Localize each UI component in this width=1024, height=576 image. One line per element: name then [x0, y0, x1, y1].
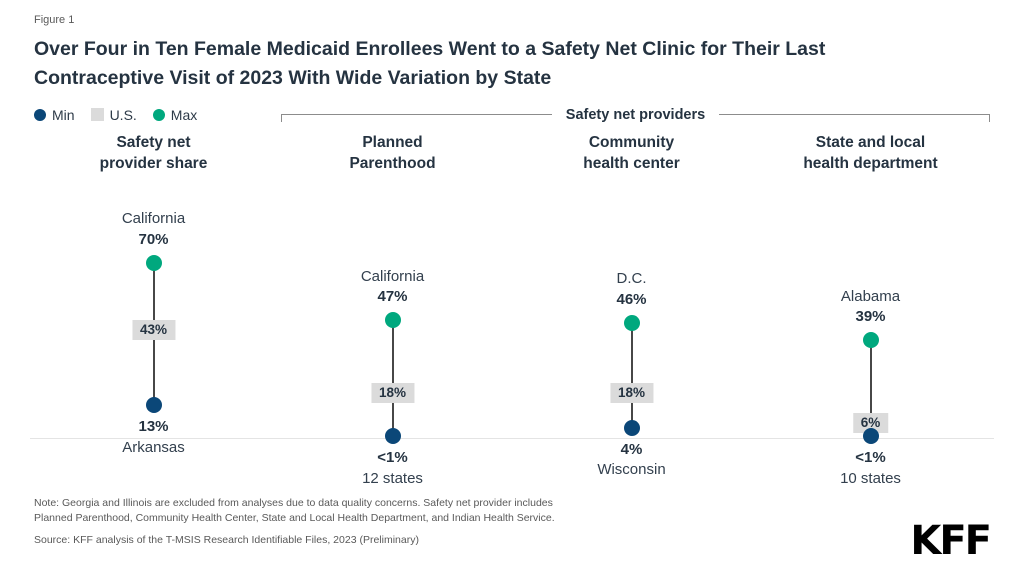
min-value-label: <1%	[377, 449, 408, 467]
max-label: California 47%	[361, 267, 424, 308]
us-value-badge: 18%	[609, 382, 654, 403]
group-bracket: Safety net providers	[273, 106, 991, 123]
us-value-badge: 43%	[131, 320, 176, 340]
range-line	[869, 340, 872, 437]
max-dot	[384, 312, 401, 328]
legend-item-max: Max	[152, 106, 198, 123]
figure-label: Figure 1	[34, 14, 75, 26]
us-value-badge: 6%	[852, 412, 889, 433]
max-value-label: 70%	[138, 230, 169, 248]
column-plot: D.C. 46% 18% 4% Wisconsin	[567, 198, 697, 478]
min-label: <1% 12 states	[362, 448, 423, 489]
column-header-line: Parenthood	[349, 155, 436, 173]
bracket-line-left	[281, 113, 552, 122]
range-line	[630, 322, 633, 428]
chart-column: Community health center D.C. 46% 18% 4% Wiscon…	[512, 132, 751, 479]
legend: Min U.S. Max	[34, 107, 273, 123]
min-label: <1% 10 states	[840, 448, 901, 489]
min-sublabel: 12 states	[362, 469, 423, 487]
chart-row: Safety net provider share California 70% 43%…	[30, 132, 994, 487]
min-dot-icon	[34, 108, 46, 121]
us-value-badge: 18%	[370, 382, 415, 403]
column-header-line: health department	[803, 155, 938, 173]
column-header-line: Community	[588, 133, 675, 151]
column-header: State and local health department	[803, 132, 937, 188]
legend-item-us: U.S.	[90, 106, 137, 123]
min-dot	[862, 428, 879, 445]
legend-min-label: Min	[52, 106, 75, 123]
footnotes: Note: Georgia and Illinois are excluded …	[34, 496, 579, 549]
legend-us-label: U.S.	[109, 106, 137, 123]
column-header-line: Safety net	[116, 133, 191, 151]
min-value-label: 4%	[620, 440, 643, 458]
max-dot	[623, 314, 640, 331]
min-label: 13% Arkansas	[122, 417, 185, 458]
max-state-label: California	[360, 267, 425, 285]
min-dot	[384, 428, 401, 445]
zero-baseline	[30, 437, 994, 439]
min-sublabel: Wisconsin	[597, 461, 666, 479]
min-value-label: 13%	[138, 418, 169, 435]
legend-row: Min U.S. Max Safety net providers	[34, 102, 991, 128]
chart-column: State and local health department Alabama 3…	[751, 132, 990, 487]
max-state-label: Alabama	[840, 287, 901, 305]
source-text: Source: KFF analysis of the T-MSIS Resea…	[34, 533, 419, 546]
max-dot	[862, 332, 879, 348]
min-value-label: <1%	[855, 449, 886, 467]
max-label: D.C. 46%	[616, 269, 646, 310]
chart-column: Planned Parenthood California 47% 18% <1% 12 s…	[273, 132, 512, 487]
min-sublabel: 10 states	[840, 469, 901, 487]
column-header-line: health center	[583, 155, 680, 173]
column-header: Community health center	[583, 132, 679, 188]
max-state-label: California	[121, 210, 186, 228]
column-header-line: State and local	[815, 133, 926, 151]
bracket-label: Safety net providers	[565, 106, 706, 123]
range-line	[391, 320, 394, 437]
column-header: Safety net provider share	[100, 132, 208, 188]
column-header: Planned Parenthood	[349, 132, 435, 188]
chart-title: Over Four in Ten Female Medicaid Enrolle…	[34, 38, 826, 90]
bracket-line-right	[719, 113, 991, 122]
chart-column: Safety net provider share California 70% 43%…	[34, 132, 273, 456]
note-text: Note: Georgia and Illinois are excluded …	[34, 496, 555, 524]
min-dot	[623, 419, 640, 436]
legend-item-min: Min	[34, 107, 75, 123]
column-plot: Alabama 39% 6% <1% 10 states	[806, 198, 936, 487]
legend-max-label: Max	[170, 106, 198, 123]
max-value-label: 46%	[616, 290, 647, 308]
max-value-label: 39%	[855, 308, 886, 326]
max-dot-icon	[152, 108, 165, 121]
max-dot	[145, 254, 162, 271]
max-label: California 70%	[122, 209, 185, 250]
column-header-line: provider share	[99, 155, 208, 173]
max-label: Alabama 39%	[841, 287, 900, 328]
max-value-label: 47%	[377, 288, 408, 306]
us-square-icon	[90, 108, 104, 121]
min-label: 4% Wisconsin	[597, 440, 665, 481]
column-header-line: Planned	[362, 133, 423, 151]
kff-logo: KFF	[910, 518, 992, 564]
min-dot	[145, 397, 162, 413]
column-plot: California 47% 18% <1% 12 states	[328, 198, 458, 487]
min-sublabel: Arkansas	[122, 438, 185, 456]
column-plot: California 70% 43% 13% Arkansas	[89, 198, 219, 456]
max-state-label: D.C.	[616, 270, 647, 288]
